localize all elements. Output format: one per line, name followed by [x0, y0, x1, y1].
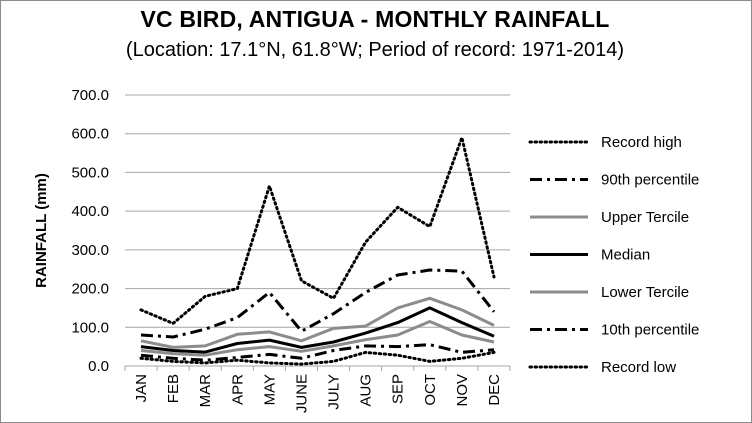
series-line-90th-percentile — [140, 268, 496, 339]
x-tick-label: APR — [229, 374, 246, 405]
x-tick-label: SEP — [390, 374, 407, 404]
legend-label: Upper Tercile — [601, 209, 689, 226]
x-tick-label: OCT — [422, 374, 439, 406]
chart-subtitle: (Location: 17.1°N, 61.8°W; Period of rec… — [125, 39, 625, 61]
x-axis-ticks: JAN FEB MAR APR MAY JUNE JULY AUG SEP OCT NOV DEC — [124, 366, 511, 413]
legend-label: Median — [601, 247, 650, 264]
x-tick-label: JUNE — [293, 374, 310, 413]
legend-label: Lower Tercile — [601, 284, 689, 301]
x-tick-label: MAY — [261, 374, 278, 405]
series-line-record-low — [139, 350, 496, 366]
series-line-upper-tercile — [140, 296, 495, 349]
x-tick-label: JULY — [326, 374, 343, 410]
chart-title: VC BIRD, ANTIGUA - MONTHLY RAINFALL — [140, 6, 610, 32]
series-line-10th-percentile — [140, 343, 495, 362]
legend-label: 10th percentile — [601, 322, 699, 339]
x-tick-label: AUG — [358, 374, 375, 407]
y-tick-label: 300.0 — [71, 242, 109, 259]
y-tick-label: 0.0 — [88, 358, 109, 375]
x-tick-label: DEC — [486, 374, 503, 406]
x-tick-label: NOV — [454, 374, 471, 407]
y-tick-label: 200.0 — [71, 281, 109, 298]
y-tick-label: 100.0 — [71, 319, 109, 336]
y-tick-label: 700.0 — [71, 87, 109, 104]
y-tick-label: 600.0 — [71, 126, 109, 143]
x-tick-label: JAN — [133, 374, 150, 402]
y-axis-label: RAINFALL (mm) — [33, 173, 50, 288]
series-lines — [139, 136, 496, 366]
y-axis-ticks: 0.0 100.0 200.0 300.0 400.0 500.0 600.0 700.0 — [71, 87, 109, 375]
series-line-median — [140, 306, 495, 354]
x-tick-label: MAR — [197, 374, 214, 408]
gridlines — [125, 94, 510, 328]
legend-label: 90th percentile — [601, 172, 699, 189]
legend-label: Record high — [601, 134, 682, 151]
y-tick-label: 400.0 — [71, 203, 109, 220]
legend: Record high 90th percentile Upper Tercile M… — [528, 134, 699, 376]
y-tick-label: 500.0 — [71, 164, 109, 181]
x-tick-label: FEB — [165, 374, 182, 403]
series-line-record-high — [139, 136, 496, 325]
legend-label: Record low — [601, 359, 676, 376]
series-line-lower-tercile — [140, 320, 495, 357]
